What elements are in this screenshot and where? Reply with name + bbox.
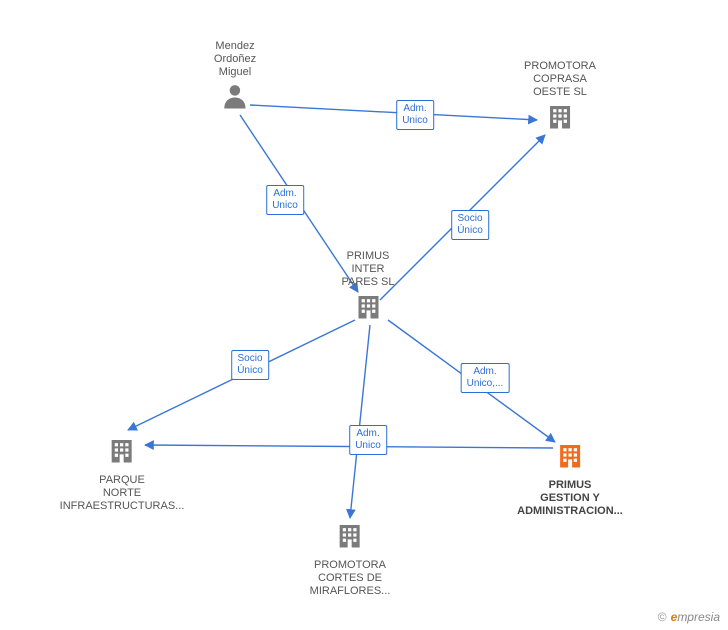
edge-label: SocioÚnico — [451, 210, 489, 240]
node-label: PRIMUSGESTION YADMINISTRACION... — [517, 479, 623, 518]
building-icon — [335, 520, 365, 555]
node-mendez[interactable]: MendezOrdoñezMiguel — [214, 40, 256, 116]
edge-label: Adm.Unico — [266, 185, 304, 215]
node-coprasa[interactable]: PROMOTORACOPRASAOESTE SL — [524, 60, 596, 136]
edge-line — [250, 105, 537, 120]
edge-line — [350, 325, 370, 518]
diagram-stage: MendezOrdoñezMiguel PROMOTORACOPRASAOEST… — [0, 0, 728, 630]
building-icon — [107, 435, 137, 470]
node-label: PROMOTORACOPRASAOESTE SL — [524, 60, 596, 99]
person-icon — [220, 81, 250, 116]
copyright-symbol: © — [658, 610, 667, 624]
node-primus[interactable]: PRIMUSINTERPARES SL — [342, 250, 395, 326]
node-gestion[interactable]: PRIMUSGESTION YADMINISTRACION... — [517, 440, 623, 518]
brand-rest: mpresia — [677, 610, 720, 624]
attribution: ©empresia — [658, 610, 720, 624]
edge-label: SocioÚnico — [231, 350, 269, 380]
building-icon — [555, 440, 585, 475]
edge-label: Adm.Unico,... — [461, 363, 510, 393]
edge-label: Adm.Unico — [349, 425, 387, 455]
building-icon — [353, 291, 383, 326]
edge-label: Adm.Unico — [396, 100, 434, 130]
node-label: PARQUENORTEINFRAESTRUCTURAS... — [60, 474, 185, 513]
node-label: MendezOrdoñezMiguel — [214, 40, 256, 79]
node-label: PROMOTORACORTES DEMIRAFLORES... — [310, 559, 391, 598]
node-label: PRIMUSINTERPARES SL — [342, 250, 395, 289]
node-cortes[interactable]: PROMOTORACORTES DEMIRAFLORES... — [310, 520, 391, 598]
building-icon — [545, 101, 575, 136]
node-parque[interactable]: PARQUENORTEINFRAESTRUCTURAS... — [60, 435, 185, 513]
